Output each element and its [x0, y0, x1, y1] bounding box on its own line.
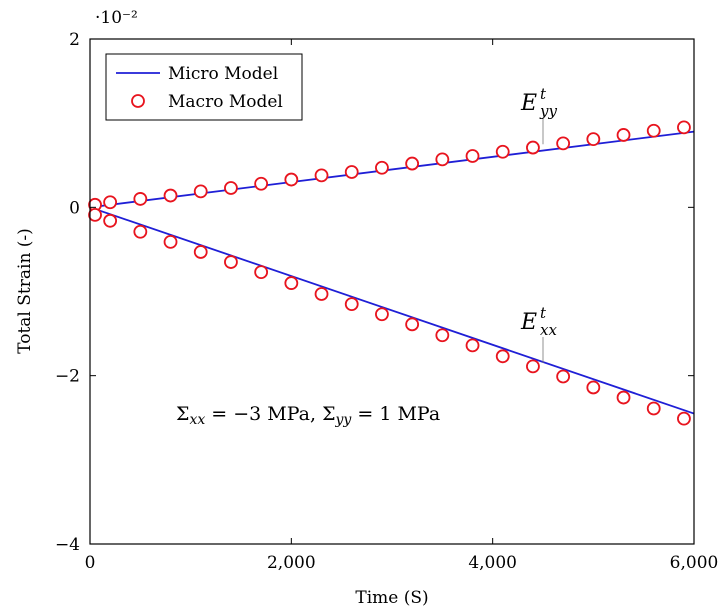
legend-label-macro: Macro Model — [168, 92, 283, 112]
macro-point-e-xx — [314, 287, 329, 301]
macro-point-e-yy — [284, 172, 299, 187]
plot-frame — [89, 38, 695, 545]
macro-point-e-xx — [556, 369, 571, 384]
macro-point-e-xx — [193, 245, 208, 259]
macro-point-e-yy — [344, 165, 359, 179]
condition-text: Σxx = −3 MPa, Σyy = 1 MPa — [176, 403, 440, 428]
macro-point-e-xx — [133, 224, 148, 239]
macro-point-e-yy — [314, 168, 329, 183]
macro-point-e-yy — [103, 195, 118, 210]
macro-point-e-xx — [435, 328, 450, 343]
macro-point-e-xx — [224, 255, 238, 269]
x-tick-label: 2,000 — [267, 553, 316, 573]
y-tick-label: 0 — [69, 198, 80, 218]
annotation-sup: t — [540, 304, 547, 322]
macro-point-e-yy — [495, 144, 510, 159]
x-tick-label: 0 — [85, 553, 96, 573]
macro-point-e-yy — [224, 181, 238, 195]
macro-point-e-xx — [344, 297, 359, 312]
annotation-base: E — [520, 91, 537, 116]
annotation-sub: yy — [539, 102, 557, 120]
macro-point-e-xx — [284, 276, 299, 290]
macro-point-e-yy — [616, 128, 631, 142]
macro-point-e-yy — [375, 160, 389, 175]
macro-point-e-yy — [193, 184, 208, 199]
y-tick-label: −2 — [55, 367, 80, 387]
macro-point-e-xx — [526, 359, 540, 374]
macro-point-e-xx — [405, 317, 420, 332]
micro-line-e-xx — [89, 206, 695, 415]
macro-point-e-yy — [465, 149, 480, 163]
x-tick-label: 6,000 — [670, 553, 719, 573]
macro-point-e-xx — [586, 380, 601, 395]
plot-content — [88, 120, 695, 426]
macro-point-e-xx — [88, 208, 102, 222]
macro-point-e-yy — [586, 132, 601, 147]
macro-point-e-xx — [677, 411, 691, 426]
x-tick-label: 4,000 — [468, 553, 517, 573]
macro-point-e-xx — [465, 338, 480, 353]
legend-label-micro: Micro Model — [168, 64, 278, 84]
legend: Micro Model Macro Model — [105, 53, 303, 121]
x-axis-title: Time (S) — [355, 588, 428, 608]
macro-point-e-yy — [405, 156, 420, 171]
annotation-base: E — [520, 310, 537, 335]
macro-point-e-yy — [677, 120, 691, 135]
annotation-sup: t — [540, 85, 547, 103]
macro-point-e-yy — [254, 176, 269, 191]
macro-point-e-yy — [556, 136, 571, 151]
legend-box — [105, 53, 303, 121]
macro-point-e-xx — [616, 390, 631, 405]
macro-point-e-xx — [495, 349, 510, 364]
macro-point-e-xx — [163, 234, 178, 249]
annotation-sub: xx — [540, 321, 557, 339]
legend-swatch-macro — [131, 94, 145, 108]
macro-point-e-xx — [103, 213, 118, 228]
y-tick-label: −4 — [55, 535, 80, 555]
y-tick-label: 2 — [69, 30, 80, 50]
macro-point-e-xx — [254, 265, 269, 280]
macro-point-e-xx — [646, 401, 661, 416]
axis-ticks: 0 2,000 4,000 6,000 −4 −2 0 2 — [55, 30, 718, 573]
y-scale-label: ·10⁻² — [95, 8, 138, 28]
macro-point-e-xx — [375, 307, 389, 322]
macro-point-e-yy — [526, 140, 540, 155]
macro-point-e-yy — [435, 152, 450, 167]
macro-point-e-yy — [646, 123, 661, 138]
micro-line-e-yy — [89, 130, 695, 209]
macro-point-e-yy — [163, 188, 178, 203]
y-axis-title: Total Strain (-) — [15, 228, 35, 354]
macro-point-e-yy — [133, 192, 148, 206]
